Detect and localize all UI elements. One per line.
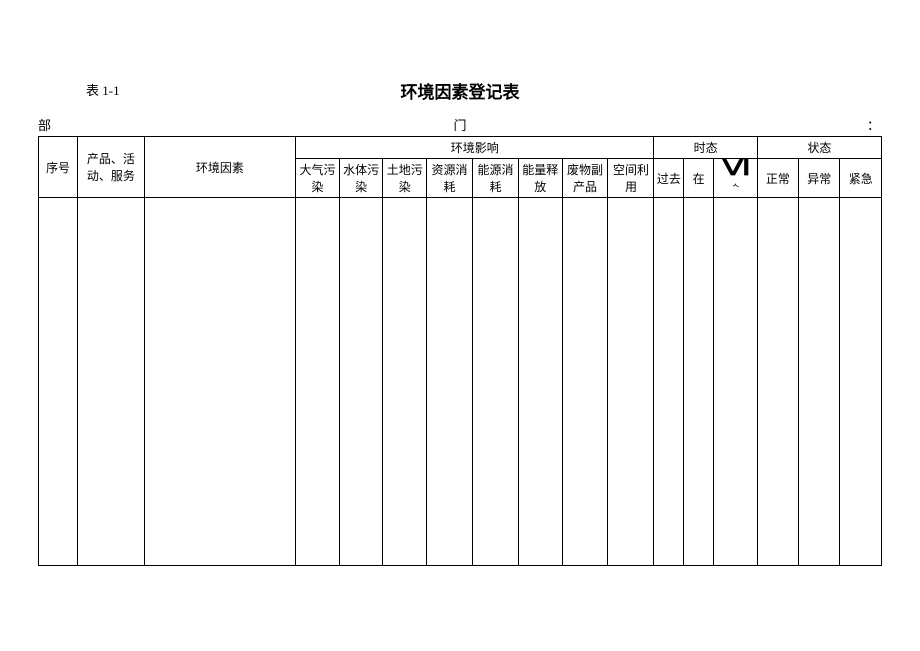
table-row [39, 198, 882, 566]
col-emergency: 紧急 [840, 159, 882, 198]
cell-present [684, 198, 714, 566]
col-water: 水体污染 [339, 159, 383, 198]
dept-label-right: ： [867, 115, 880, 134]
cell-land [383, 198, 427, 566]
col-space: 空间利用 [608, 159, 654, 198]
dept-label-left: 部 [38, 115, 51, 134]
col-energy: 能源消耗 [473, 159, 519, 198]
col-product: 产品、活动、服务 [78, 137, 145, 198]
cell-past [654, 198, 684, 566]
cell-future [714, 198, 758, 566]
table-body [39, 198, 882, 566]
col-resource: 资源消耗 [427, 159, 473, 198]
header-row: 表 1-1 环境因素登记表 [38, 80, 882, 99]
col-future: Ⅵ ᄾ [714, 159, 758, 198]
cell-normal [757, 198, 798, 566]
page-container: 表 1-1 环境因素登记表 部 门 ： 序 [0, 0, 920, 596]
cell-air [296, 198, 340, 566]
cell-factor [144, 198, 296, 566]
table-number: 表 1-1 [86, 80, 120, 99]
col-impact-group: 环境影响 [296, 137, 654, 159]
future-glyph: Ⅵ [723, 162, 749, 173]
col-factor: 环境因素 [144, 137, 296, 198]
col-state-group: 状态 [757, 137, 881, 159]
cell-seq [39, 198, 78, 566]
department-row: 部 门 ： [38, 115, 882, 134]
cell-release [518, 198, 562, 566]
cell-space [608, 198, 654, 566]
col-air: 大气污染 [296, 159, 340, 198]
dept-label-mid: 门 [453, 115, 466, 134]
cell-emergency [840, 198, 882, 566]
col-release: 能量释放 [518, 159, 562, 198]
present-top: 在 [693, 172, 705, 186]
col-normal: 正常 [757, 159, 798, 198]
page-title: 环境因素登记表 [401, 78, 520, 103]
cell-product [78, 198, 145, 566]
cell-energy [473, 198, 519, 566]
col-waste: 废物副产品 [562, 159, 608, 198]
cell-abnormal [799, 198, 840, 566]
col-abnormal: 异常 [799, 159, 840, 198]
cell-water [339, 198, 383, 566]
table-header: 序号 产品、活动、服务 环境因素 环境影响 时态 状态 大气污染 水体污染 土地… [39, 137, 882, 198]
main-table: 序号 产品、活动、服务 环境因素 环境影响 时态 状态 大气污染 水体污染 土地… [38, 136, 882, 566]
header-row-1: 序号 产品、活动、服务 环境因素 环境影响 时态 状态 [39, 137, 882, 159]
col-present: 在 [684, 159, 714, 198]
cell-resource [427, 198, 473, 566]
col-past: 过去 [654, 159, 684, 198]
future-sub: ᄾ [715, 181, 756, 194]
col-land: 土地污染 [383, 159, 427, 198]
cell-waste [562, 198, 608, 566]
col-seq: 序号 [39, 137, 78, 198]
